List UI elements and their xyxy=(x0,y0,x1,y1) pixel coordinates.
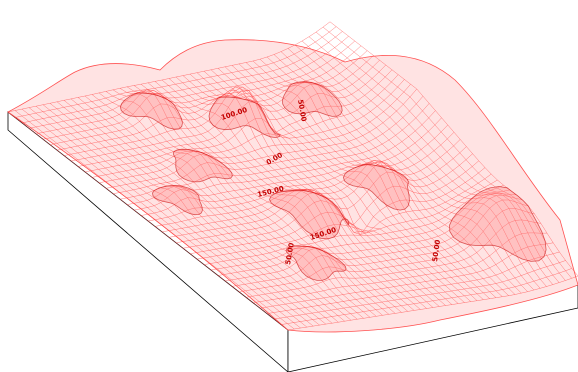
mesh-line-v xyxy=(56,101,333,324)
mesh-line-v xyxy=(294,44,547,287)
mesh-line-v xyxy=(315,31,566,281)
mesh-line-v xyxy=(49,103,326,325)
contour-label: 50.00 xyxy=(296,99,308,122)
contour-label: 50.00 xyxy=(431,239,442,262)
contour-region xyxy=(152,185,203,216)
contour-region xyxy=(285,245,347,281)
mesh-line-v xyxy=(161,79,427,309)
mesh-line-v xyxy=(98,92,371,318)
mesh-line-v xyxy=(280,51,535,291)
mesh-line-v xyxy=(189,73,453,305)
mesh-line-v xyxy=(238,63,497,298)
mesh-line-v xyxy=(210,69,471,302)
mesh-line-v xyxy=(182,75,446,306)
mesh-line-v xyxy=(287,48,541,289)
mesh-line-v xyxy=(91,94,364,319)
mesh-line-v xyxy=(105,91,377,317)
contour-region xyxy=(342,163,410,211)
mesh-line-v xyxy=(133,85,402,313)
mesh-line-v xyxy=(42,104,320,326)
contour-label: 50.00 xyxy=(284,242,296,265)
mesh-line-v xyxy=(252,60,509,296)
mesh-line-v xyxy=(70,98,345,322)
mesh-line-v xyxy=(147,82,415,311)
mesh-line-v xyxy=(77,97,352,321)
mesh-line-v xyxy=(28,107,308,328)
contour-region xyxy=(208,96,281,139)
mesh-line-v xyxy=(14,110,295,330)
contour-region xyxy=(269,189,350,240)
mesh-line-v xyxy=(154,81,421,310)
mesh-line-v xyxy=(273,54,528,292)
mesh-line-v xyxy=(329,21,578,277)
mesh-line-v xyxy=(126,86,396,314)
mesh-line-v xyxy=(21,108,301,329)
mesh-line-v xyxy=(35,106,314,327)
mesh-line-v xyxy=(217,68,478,301)
mesh-line-v xyxy=(322,26,572,279)
mesh-line-v xyxy=(7,111,289,331)
contour-region xyxy=(282,81,343,117)
mesh-line-v xyxy=(168,78,434,308)
mesh-line-v xyxy=(224,66,484,300)
contour-regions xyxy=(119,81,547,281)
mesh-line-v xyxy=(140,84,408,312)
contour-region xyxy=(119,92,183,130)
mesh-line-v xyxy=(63,100,339,323)
contour-region xyxy=(449,186,547,262)
mesh-line-v xyxy=(301,40,553,285)
mesh-line-v xyxy=(119,88,390,315)
contour-region xyxy=(172,148,233,183)
mesh-line-v xyxy=(231,65,490,299)
mesh-line-v xyxy=(308,36,560,283)
